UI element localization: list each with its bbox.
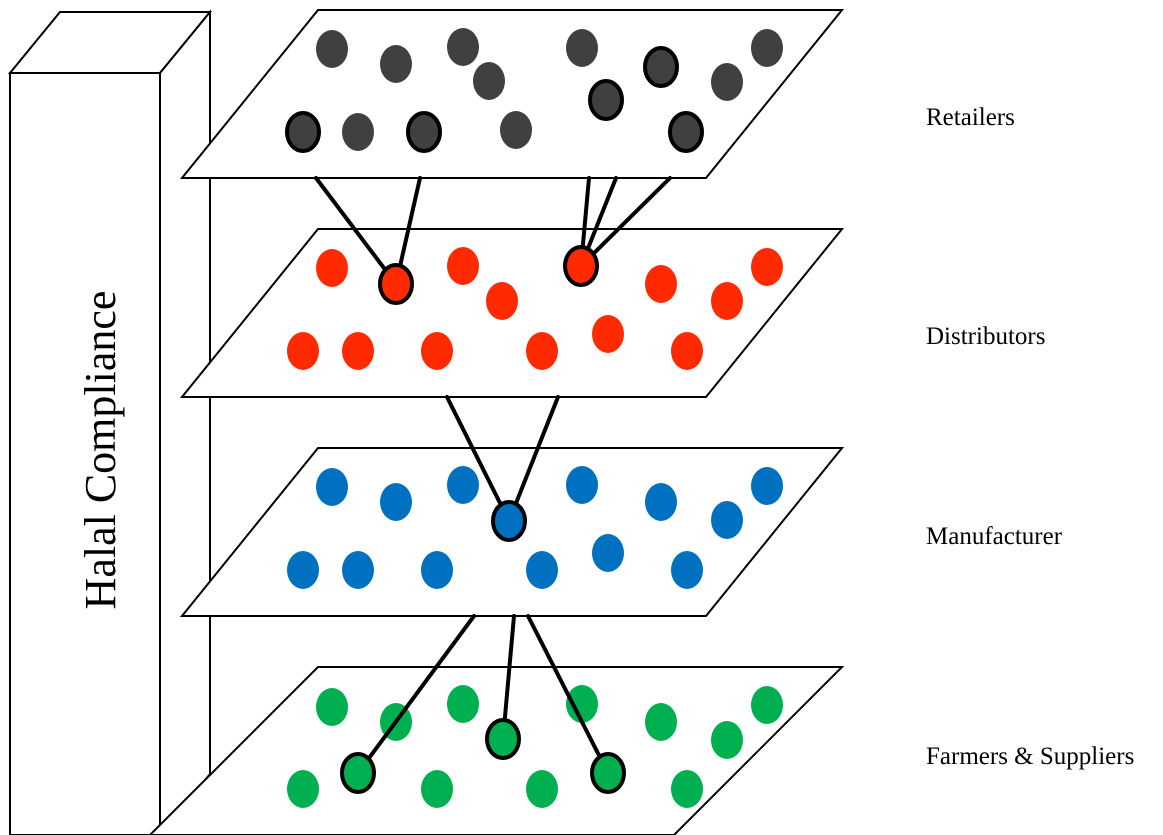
manufacturer-node-10 <box>421 551 453 589</box>
connection-line-5 <box>445 395 511 523</box>
manufacturer-node-7 <box>751 467 783 505</box>
farmers-suppliers-highlighted-node-12 <box>590 752 626 794</box>
distributors-node-8 <box>287 332 319 370</box>
farmers-suppliers-highlighted-node-3 <box>485 718 521 760</box>
pillar-front-face <box>9 72 161 835</box>
farmers-suppliers-node-8 <box>287 770 319 808</box>
retailers-node-12 <box>500 111 532 149</box>
retailers-node-3 <box>473 62 505 100</box>
plane-retailers <box>179 9 845 179</box>
retailers-node-4 <box>566 29 598 67</box>
distributors-node-2 <box>447 247 479 285</box>
pillar-label: Halal Compliance <box>76 291 125 610</box>
distributors-node-9 <box>342 332 374 370</box>
connection-lines <box>314 176 672 775</box>
layer-labels: Retailers Distributors Manufacturer Farm… <box>926 104 1134 770</box>
connection-line-0 <box>314 176 398 286</box>
distributors-node-5 <box>645 265 677 303</box>
manufacturer-nodes <box>287 466 783 589</box>
retailers-nodes <box>316 28 783 151</box>
distributors-node-12 <box>592 315 624 353</box>
manufacturer-node-9 <box>342 551 374 589</box>
label-manufacturer: Manufacturer <box>926 523 1063 550</box>
distributors-node-13 <box>671 332 703 370</box>
label-retailers: Retailers <box>926 104 1015 131</box>
retailers-node-0 <box>316 30 348 68</box>
retailers-highlighted-node-5 <box>643 46 679 88</box>
connection-line-4 <box>579 176 672 268</box>
plane-retailers-shape <box>179 9 845 179</box>
manufacturer-highlighted-node-3 <box>491 500 527 542</box>
farmers-suppliers-highlighted-node-9 <box>340 752 376 794</box>
layer-planes <box>148 9 845 835</box>
retailers-node-7 <box>751 29 783 67</box>
halal-compliance-pillar: Halal Compliance <box>7 9 213 835</box>
distributors-node-3 <box>486 282 518 320</box>
label-farmers-suppliers: Farmers & Suppliers <box>926 743 1134 770</box>
label-distributors: Distributors <box>926 323 1045 350</box>
manufacturer-node-13 <box>671 551 703 589</box>
pillar-side-face <box>159 9 211 835</box>
manufacturer-node-0 <box>316 468 348 506</box>
distributors-node-6 <box>711 282 743 320</box>
plane-distributors <box>179 228 845 398</box>
distributors-highlighted-node-4 <box>563 245 599 287</box>
distributors-node-11 <box>526 332 558 370</box>
highlighted-nodes <box>285 46 704 794</box>
manufacturer-node-1 <box>380 483 412 521</box>
connection-line-6 <box>507 395 560 523</box>
distributors-node-10 <box>421 332 453 370</box>
retailers-highlighted-node-13 <box>668 111 704 153</box>
manufacturer-node-6 <box>711 501 743 539</box>
manufacturer-node-2 <box>447 466 479 504</box>
distributors-node-7 <box>751 248 783 286</box>
manufacturer-node-8 <box>287 551 319 589</box>
connection-line-7 <box>356 614 476 775</box>
farmers-suppliers-node-2 <box>447 685 479 723</box>
retailers-highlighted-node-11 <box>406 111 442 153</box>
farmers-suppliers-node-7 <box>751 686 783 724</box>
manufacturer-node-12 <box>592 534 624 572</box>
manufacturer-node-11 <box>526 551 558 589</box>
retailers-node-10 <box>342 113 374 151</box>
farmers-suppliers-node-0 <box>316 688 348 726</box>
farmers-suppliers-node-11 <box>526 770 558 808</box>
farmers-suppliers-node-5 <box>645 703 677 741</box>
farmers-suppliers-node-13 <box>671 770 703 808</box>
retailers-highlighted-node-8 <box>588 79 624 121</box>
retailers-node-1 <box>380 45 412 83</box>
farmers-suppliers-node-4 <box>566 685 598 723</box>
retailers-node-6 <box>711 63 743 101</box>
farmers-suppliers-node-6 <box>711 721 743 759</box>
farmers-suppliers-nodes <box>287 685 783 808</box>
retailers-node-2 <box>447 28 479 66</box>
farmers-suppliers-node-10 <box>421 770 453 808</box>
distributors-node-0 <box>316 249 348 287</box>
retailers-highlighted-node-9 <box>285 111 321 153</box>
manufacturer-node-5 <box>645 483 677 521</box>
connection-line-9 <box>526 614 610 775</box>
distributors-highlighted-node-1 <box>378 263 414 305</box>
distributors-nodes <box>287 247 783 370</box>
manufacturer-node-4 <box>566 466 598 504</box>
